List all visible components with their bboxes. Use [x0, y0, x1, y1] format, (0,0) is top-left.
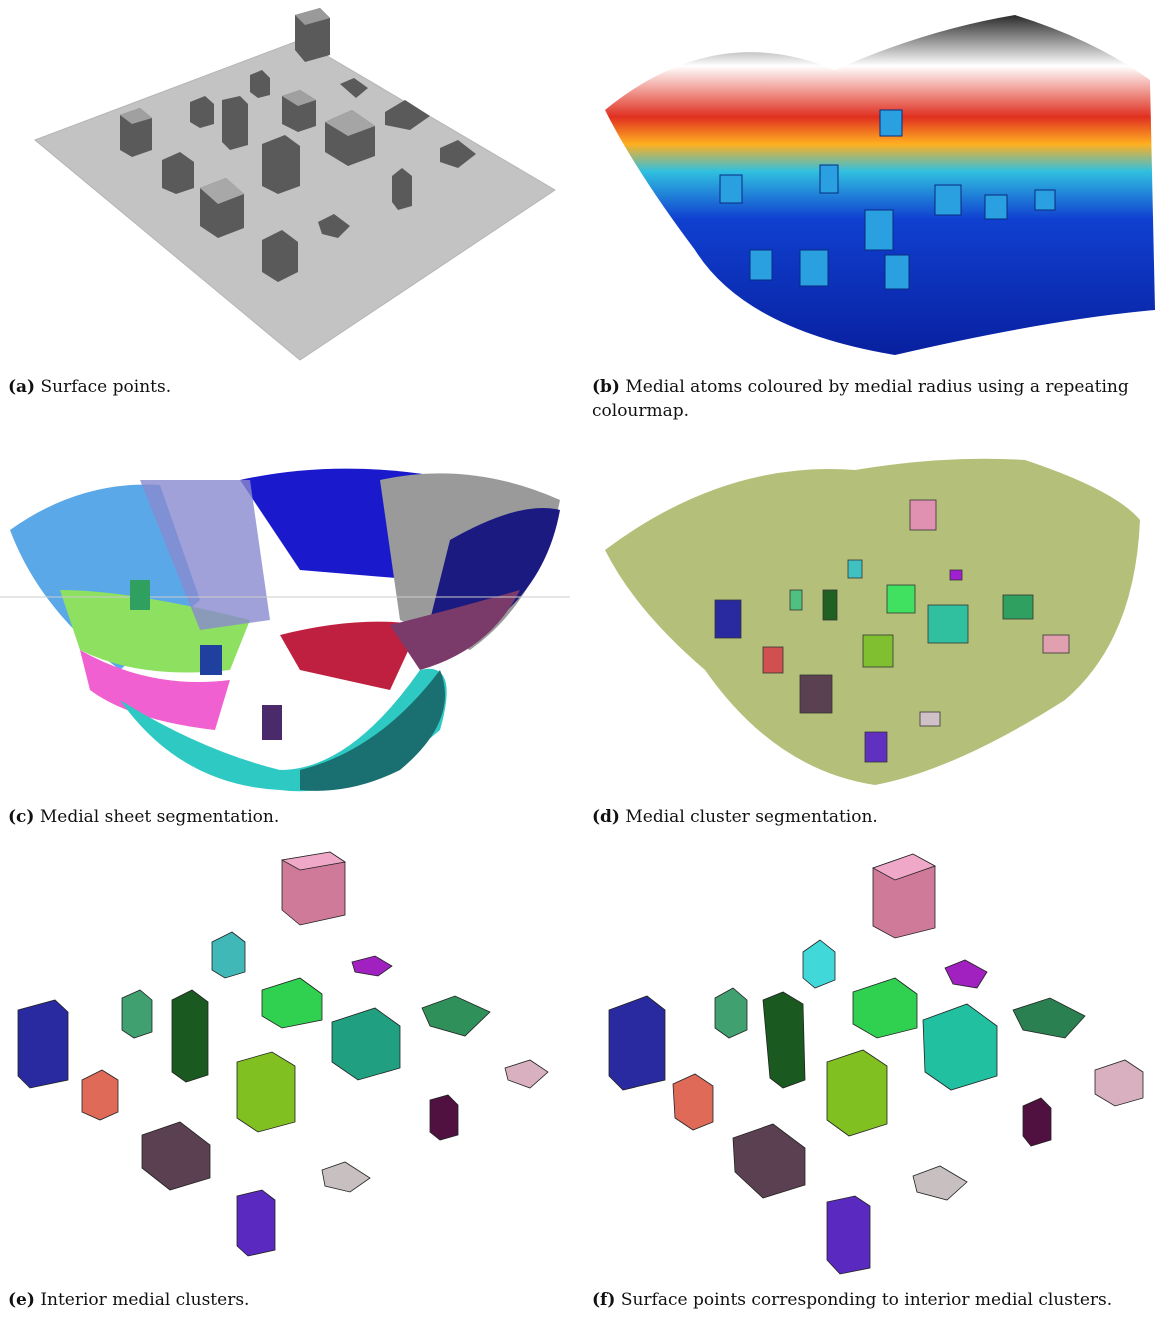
- panel-e-image: [0, 840, 580, 1280]
- caption-text: Surface points.: [40, 377, 172, 397]
- caption-label: (e): [8, 1290, 35, 1310]
- caption-b: (b) Medial atoms coloured by medial radi…: [592, 375, 1160, 423]
- caption-text: Interior medial clusters.: [40, 1290, 250, 1310]
- caption-text: Medial cluster segmentation.: [625, 807, 878, 827]
- buildings: [120, 8, 476, 282]
- caption-text: Medial sheet segmentation.: [39, 807, 280, 827]
- caption-a: (a) Surface points.: [8, 375, 568, 399]
- caption-e: (e) Interior medial clusters.: [8, 1288, 568, 1312]
- caption-label: (b): [592, 377, 620, 397]
- panel-f-image: [595, 840, 1160, 1280]
- panel-a-image: [0, 0, 580, 370]
- caption-label: (d): [592, 807, 620, 827]
- caption-label: (c): [8, 807, 35, 827]
- caption-text: Medial atoms coloured by medial radius u…: [592, 377, 1129, 421]
- caption-d: (d) Medial cluster segmentation.: [592, 805, 1160, 829]
- panel-c-image: [0, 440, 580, 800]
- caption-f: (f) Surface points corresponding to inte…: [592, 1288, 1160, 1312]
- caption-label: (f): [592, 1290, 616, 1310]
- panel-d-image: [595, 440, 1160, 800]
- panel-b-image: [595, 0, 1160, 370]
- caption-c: (c) Medial sheet segmentation.: [8, 805, 568, 829]
- caption-label: (a): [8, 377, 36, 397]
- caption-text: Surface points corresponding to interior…: [620, 1290, 1113, 1310]
